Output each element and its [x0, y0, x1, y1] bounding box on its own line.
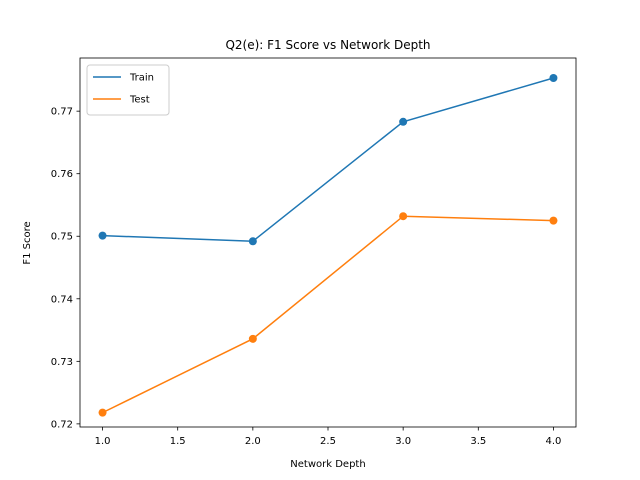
y-axis-label: F1 Score: [22, 221, 33, 264]
data-point-series-1-1: [248, 334, 257, 343]
legend-box: [86, 64, 170, 116]
legend-label-0: Train: [129, 73, 154, 84]
data-point-series-0-1: [248, 237, 257, 246]
plot-area: [79, 57, 577, 428]
y-tick-label-3: 0.75: [51, 232, 73, 243]
y-tick-label-1: 0.73: [51, 357, 73, 368]
x-tick-label-0: 1.0: [95, 436, 111, 447]
data-point-series-1-0: [98, 408, 107, 417]
x-axis-label: Network Depth: [290, 459, 365, 470]
x-tick-label-5: 3.5: [470, 436, 486, 447]
data-point-series-0-0: [98, 231, 107, 240]
y-tick-label-0: 0.72: [51, 419, 73, 430]
y-tick-label-5: 0.77: [51, 107, 73, 118]
x-tick-label-6: 4.0: [546, 436, 562, 447]
y-tick-label-2: 0.74: [51, 294, 73, 305]
data-point-series-1-2: [399, 212, 408, 221]
chart-title: Q2(e): F1 Score vs Network Depth: [225, 38, 430, 52]
y-tick-label-4: 0.76: [51, 169, 73, 180]
legend-label-1: Test: [129, 95, 150, 106]
data-point-series-1-3: [549, 216, 558, 225]
x-tick-label-1: 1.5: [170, 436, 186, 447]
series-line-1: [102, 215, 554, 414]
data-point-series-0-2: [399, 117, 408, 126]
data-point-series-0-3: [549, 74, 558, 83]
x-tick-label-4: 3.0: [395, 436, 411, 447]
x-tick-label-3: 2.5: [320, 436, 336, 447]
x-axis: 1.0 1.5 2.0 2.5 3.0 3.5 4.0: [95, 427, 562, 447]
series-line-0: [102, 77, 554, 243]
y-axis: 0.72 0.73 0.74 0.75 0.76 0.77: [51, 107, 80, 430]
legend: Train Test: [86, 64, 170, 116]
x-tick-label-2: 2.0: [245, 436, 261, 447]
